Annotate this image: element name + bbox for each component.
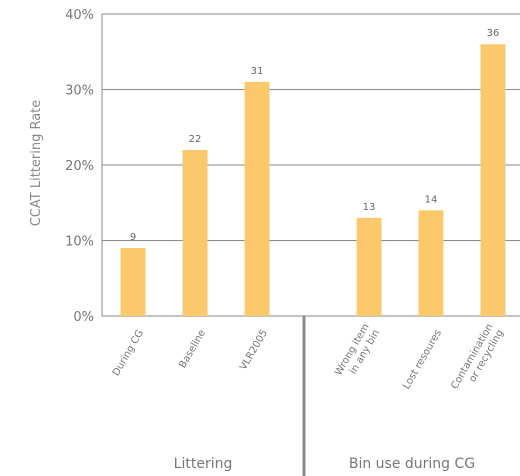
y-tick-label: 10%	[65, 235, 94, 250]
y-tick-label: 40%	[65, 8, 94, 23]
bar	[480, 44, 506, 316]
bar-layer	[120, 44, 506, 316]
bar-value-label: 22	[189, 134, 202, 145]
category-label: Contaminationor recycling	[449, 322, 506, 397]
grid-layer	[101, 13, 520, 476]
category-label: Baseline	[177, 328, 208, 370]
category-label-line: VLR2005	[238, 328, 270, 372]
y-tick-label: 30%	[65, 84, 94, 99]
category-label: Wrong itemin any bin	[333, 322, 382, 384]
y-tick-label: 20%	[65, 159, 94, 174]
bar	[418, 210, 444, 316]
category-label: VLR2005	[238, 328, 270, 372]
bar-value-label: 13	[363, 202, 376, 213]
bar-value-label: 36	[487, 28, 500, 39]
bar	[120, 248, 146, 316]
y-axis-title: CCAT Littering Rate	[29, 100, 44, 227]
category-label-line: Lost resoures	[401, 328, 444, 391]
group-label: Bin use during CG	[349, 456, 475, 472]
group-label: Littering	[174, 456, 233, 472]
bar-value-label: 31	[251, 66, 264, 77]
bar-value-label: 14	[425, 194, 438, 205]
y-tick-label: 0%	[73, 310, 94, 325]
bar	[356, 217, 382, 316]
bar-value-label: 9	[130, 232, 136, 243]
bar	[182, 149, 208, 316]
category-label: Lost resoures	[401, 328, 444, 391]
bar	[244, 81, 270, 316]
category-label-line: During CG	[111, 328, 146, 378]
category-label-line: Baseline	[177, 328, 208, 370]
category-label: During CG	[111, 328, 146, 378]
